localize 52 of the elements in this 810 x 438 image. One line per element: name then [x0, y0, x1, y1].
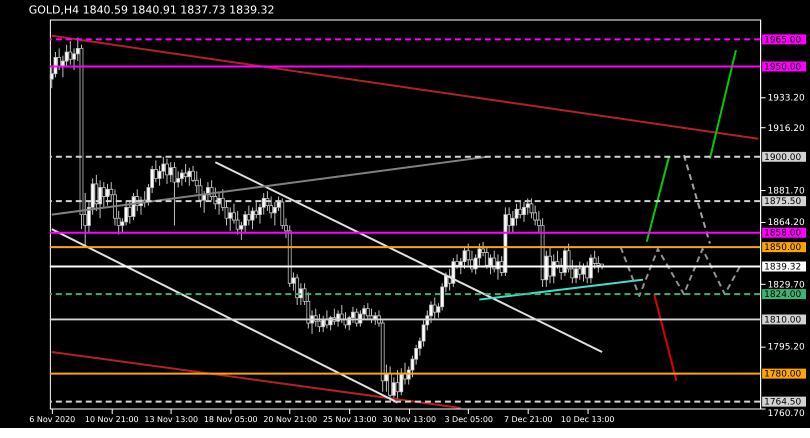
candlestick	[228, 206, 232, 232]
ref-line-label: 1858.00	[764, 228, 802, 239]
x-tick-label: 20 Nov 21:00	[263, 414, 318, 424]
y-tick-label: 1916.20	[768, 124, 805, 134]
ref-line-label: 1824.00	[764, 290, 802, 300]
candlestick	[106, 183, 110, 206]
chart-title: GOLD,H4 1840.59 1840.91 1837.73 1839.32	[28, 3, 275, 16]
candlestick	[578, 261, 582, 280]
candlestick	[98, 180, 102, 219]
candlestick	[187, 167, 192, 186]
candlestick	[522, 201, 526, 222]
y-tick-label: 1795.20	[768, 342, 805, 353]
x-tick-label: 10 Nov 21:00	[84, 414, 139, 424]
candlestick	[366, 302, 370, 320]
y-tick-label: 1760.70	[768, 409, 805, 419]
candlestick	[548, 246, 552, 284]
ref-line-label: 1764.50	[764, 398, 802, 408]
x-tick-label: 25 Nov 13:00	[322, 414, 377, 424]
x-tick-label: 10 Dec 13:00	[560, 414, 615, 424]
candlestick	[128, 200, 132, 224]
candlestick	[184, 164, 188, 183]
line-series	[620, 246, 741, 297]
ref-line-label: 1875.50	[764, 197, 802, 208]
x-tick-label: 7 Dec 21:00	[504, 414, 552, 424]
x-tick-label: 18 Nov 05:00	[204, 414, 258, 424]
ref-line-label: 1900.00	[764, 152, 802, 163]
candlestick	[132, 192, 136, 221]
candlestick	[172, 162, 176, 226]
candlestick	[254, 200, 258, 219]
candlestick	[396, 370, 400, 400]
x-tick-label: 30 Nov 13:00	[382, 414, 436, 424]
ref-line-label: 1850.00	[764, 243, 802, 254]
y-tick-label: 1881.70	[768, 186, 805, 196]
candlestick	[388, 366, 392, 402]
x-tick-label: 3 Dec 05:00	[444, 414, 493, 424]
x-tick-label: 13 Nov 13:00	[144, 414, 198, 424]
y-tick-label: 1829.70	[768, 280, 805, 290]
candlestick	[518, 200, 522, 219]
ref-line-label: 1810.00	[764, 315, 802, 326]
candlestick	[165, 158, 169, 184]
ref-line-label: 1839.32	[764, 262, 802, 272]
ref-line-label: 1780.00	[764, 370, 802, 380]
y-tick-label: 1933.20	[768, 93, 805, 104]
candlestick	[432, 297, 437, 320]
ref-line-label: 1950.00	[764, 62, 802, 72]
y-tick-label: 1864.20	[768, 218, 805, 228]
candlestick	[176, 170, 180, 188]
ref-line-label: 1965.00	[764, 35, 802, 46]
candlestick	[168, 162, 173, 183]
candlestick	[246, 205, 251, 226]
x-tick-label: 6 Nov 2020	[29, 414, 76, 424]
candlestick	[102, 182, 106, 208]
